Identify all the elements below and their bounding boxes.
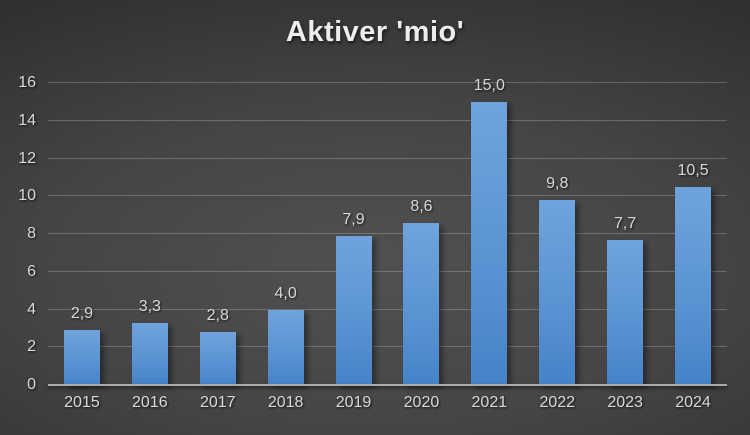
bar-value-label: 10,5 <box>677 161 709 179</box>
y-axis-tick-label: 16 <box>18 74 36 91</box>
bar-value-label: 3,3 <box>138 297 161 315</box>
x-axis-category-label: 2017 <box>199 394 236 411</box>
bar-slot: 8,6 <box>388 83 456 385</box>
y-axis-tick-label: 10 <box>18 187 36 205</box>
x-axis-category-label: 2024 <box>675 394 711 411</box>
bar-value-label: 7,9 <box>342 210 365 228</box>
bar-slot: 2,9 <box>48 83 116 385</box>
bar-value-label: 15,0 <box>473 76 505 94</box>
gridline <box>48 233 727 234</box>
y-axis-tick-label: 12 <box>18 149 36 167</box>
bar-value-label: 2,8 <box>206 307 229 325</box>
y-axis: 0 2 4 6 8 10 12 14 16 <box>0 74 38 393</box>
bar <box>675 186 712 385</box>
x-axis-category-label: 2022 <box>539 394 576 411</box>
bar-slot: 3,3 <box>116 83 184 385</box>
chart-title: Aktiver 'mio' <box>285 16 465 48</box>
x-axis-category-label: 2020 <box>403 394 440 411</box>
bar <box>471 101 508 385</box>
bar <box>335 235 372 385</box>
bar-value-label: 4,0 <box>274 284 297 302</box>
bar-slot: 2,8 <box>184 83 252 385</box>
x-axis-category-label: 2015 <box>64 394 100 411</box>
y-axis-tick-label: 0 <box>27 376 36 393</box>
x-axis-category-label: 2023 <box>607 394 643 411</box>
gridline <box>48 270 727 272</box>
bar-value-label: 2,9 <box>70 305 94 323</box>
gridline <box>48 119 727 121</box>
y-axis-tick-label: 2 <box>27 338 36 356</box>
gridline <box>48 346 727 348</box>
plot-area: 2,9 3,3 2,8 4,0 7,9 8,6 15,0 9,8 7,7 10,5 <box>48 77 727 386</box>
y-axis-tick-label: 4 <box>27 300 36 318</box>
bar-slot: 7,7 <box>591 83 659 385</box>
bar-slot: 7,9 <box>320 83 388 385</box>
y-axis-tick-label: 8 <box>27 225 36 242</box>
bar-slot: 10,5 <box>659 83 727 385</box>
gridline <box>48 195 727 197</box>
x-axis-line <box>48 384 727 386</box>
bar <box>403 222 440 385</box>
gridline <box>48 157 727 159</box>
x-axis-category-label: 2021 <box>471 394 508 411</box>
y-axis-tick-label: 14 <box>18 111 36 129</box>
bar <box>131 322 168 385</box>
bar-value-label: 7,7 <box>614 214 637 232</box>
x-axis-category-label: 2019 <box>335 394 372 411</box>
bar <box>199 332 236 385</box>
gridline <box>48 308 727 310</box>
gridline <box>48 82 727 83</box>
bar <box>63 330 100 385</box>
bar-slot: 15,0 <box>455 77 523 385</box>
x-axis-category-label: 2018 <box>267 394 304 411</box>
bar-slot: 9,8 <box>523 83 591 385</box>
x-axis: 2015 2016 2017 2018 2019 2020 2021 2022 2023 2024 <box>48 394 727 420</box>
x-axis-category-label: 2016 <box>132 394 168 411</box>
bar-slot: 4,0 <box>252 83 320 385</box>
bar <box>539 200 576 385</box>
y-axis-tick-label: 6 <box>27 262 36 280</box>
bar-value-label: 9,8 <box>546 175 569 193</box>
bar-value-label: 8,6 <box>410 197 433 215</box>
bar <box>267 309 304 385</box>
bar <box>607 239 644 385</box>
